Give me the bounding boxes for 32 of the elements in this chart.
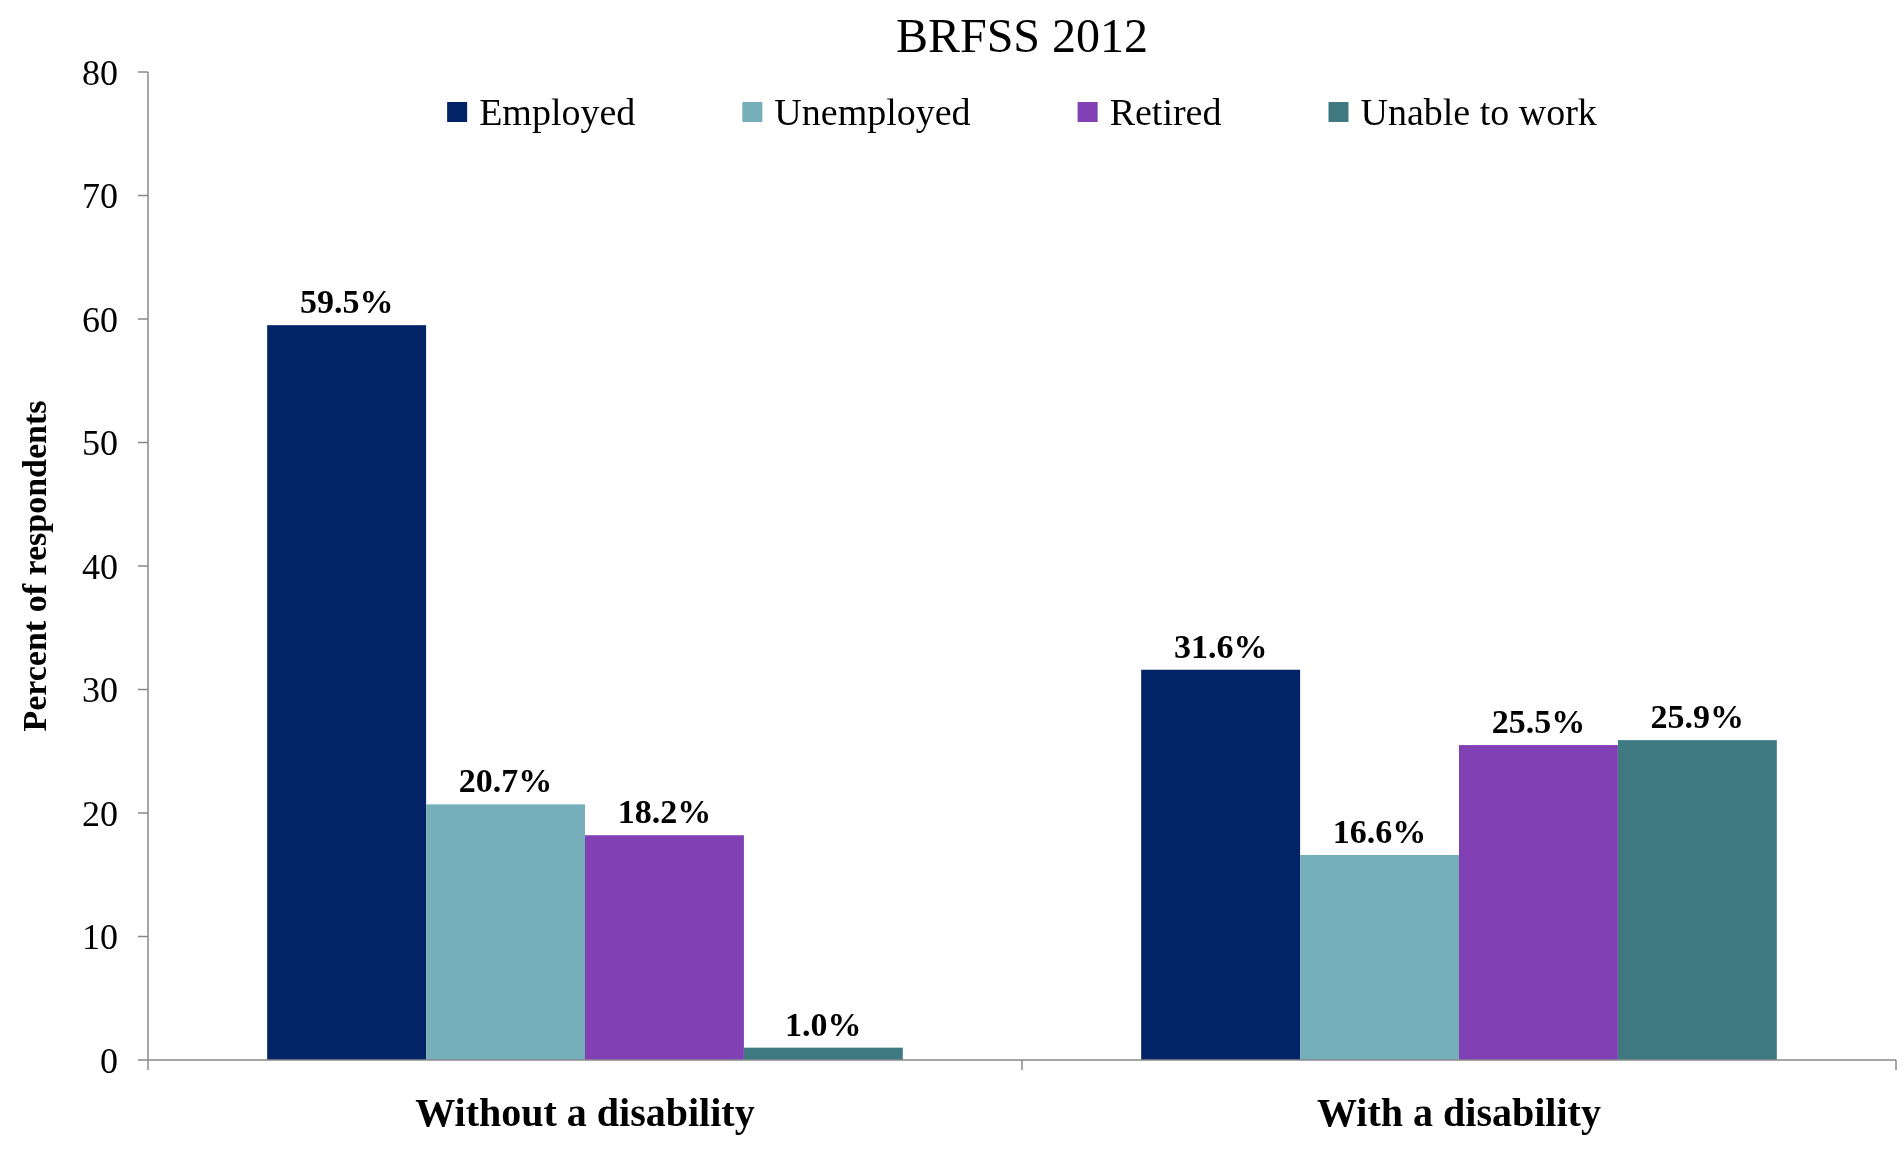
data-label: 16.6% [1332,812,1427,850]
bar [585,835,744,1060]
y-tick-label: 20 [82,793,118,834]
x-tick-label: With a disability [1317,1090,1601,1135]
y-tick-label: 40 [82,546,118,587]
y-tick-label: 30 [82,670,118,711]
x-tick-label: Without a disability [415,1090,755,1135]
y-tick-label: 0 [100,1040,118,1081]
y-tick-label: 80 [82,52,118,93]
legend-label: Unemployed [774,91,971,134]
legend-label: Employed [479,91,636,134]
chart-title: BRFSS 2012 [895,9,1149,62]
legend-label: Unable to work [1360,91,1597,134]
y-tick-label: 60 [82,299,118,340]
y-tick-label: 70 [82,176,118,217]
y-axis-title: Percent of respondents [15,400,53,732]
data-label: 20.7% [458,762,553,800]
bar [267,325,427,1060]
bar [1141,669,1301,1060]
y-tick-label: 10 [82,917,118,958]
data-label: 18.2% [617,793,712,831]
bar [426,804,585,1060]
bar [1459,745,1618,1060]
data-label: 25.5% [1491,703,1586,741]
bar [1617,740,1777,1060]
data-label: 31.6% [1173,627,1268,665]
data-label: 25.9% [1650,698,1745,736]
legend-label: Retired [1109,91,1222,134]
data-label: 1.0% [785,1005,862,1043]
y-tick-label: 50 [82,423,118,464]
bar [1300,854,1459,1060]
data-label: 59.5% [299,283,394,321]
